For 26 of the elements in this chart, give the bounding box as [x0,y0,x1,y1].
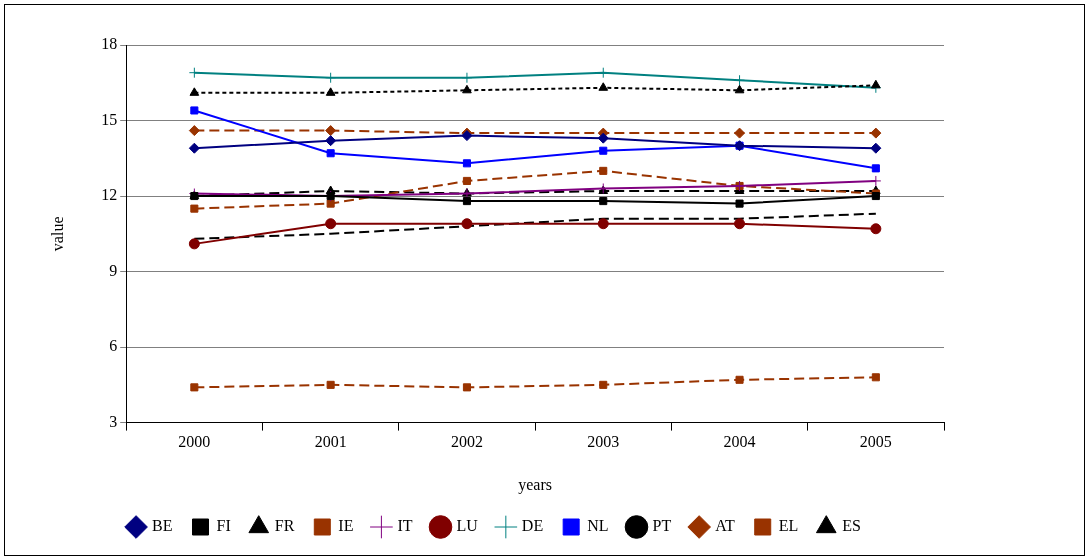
legend-label: FR [274,517,295,535]
legend-label: NL [587,517,609,535]
legend-label: AT [715,517,735,535]
y-tick-label: 18 [101,35,118,53]
legend-label: PT [652,517,672,535]
x-tick-label: 2004 [723,433,756,451]
x-tick-label: 2000 [178,433,211,451]
y-tick-label: 12 [101,186,118,204]
legend-label: ES [842,517,861,535]
legend-label: DE [521,517,544,535]
x-tick-label: 2002 [450,433,483,451]
y-tick-label: 3 [109,412,118,430]
y-tick-label: 15 [101,110,118,128]
legend-label: FI [216,517,231,535]
x-tick-label: 2003 [587,433,620,451]
y-tick-label: 9 [109,261,118,279]
y-axis-title: value [48,216,66,252]
legend-label: BE [152,517,173,535]
x-tick-label: 2005 [859,433,892,451]
x-axis-title: years [518,475,552,494]
y-tick-label: 6 [109,337,118,355]
legend-label: LU [456,517,479,535]
legend-label: IT [397,517,413,535]
x-tick-label: 2001 [314,433,347,451]
legend-label: IE [338,517,354,535]
legend-label: EL [778,517,799,535]
